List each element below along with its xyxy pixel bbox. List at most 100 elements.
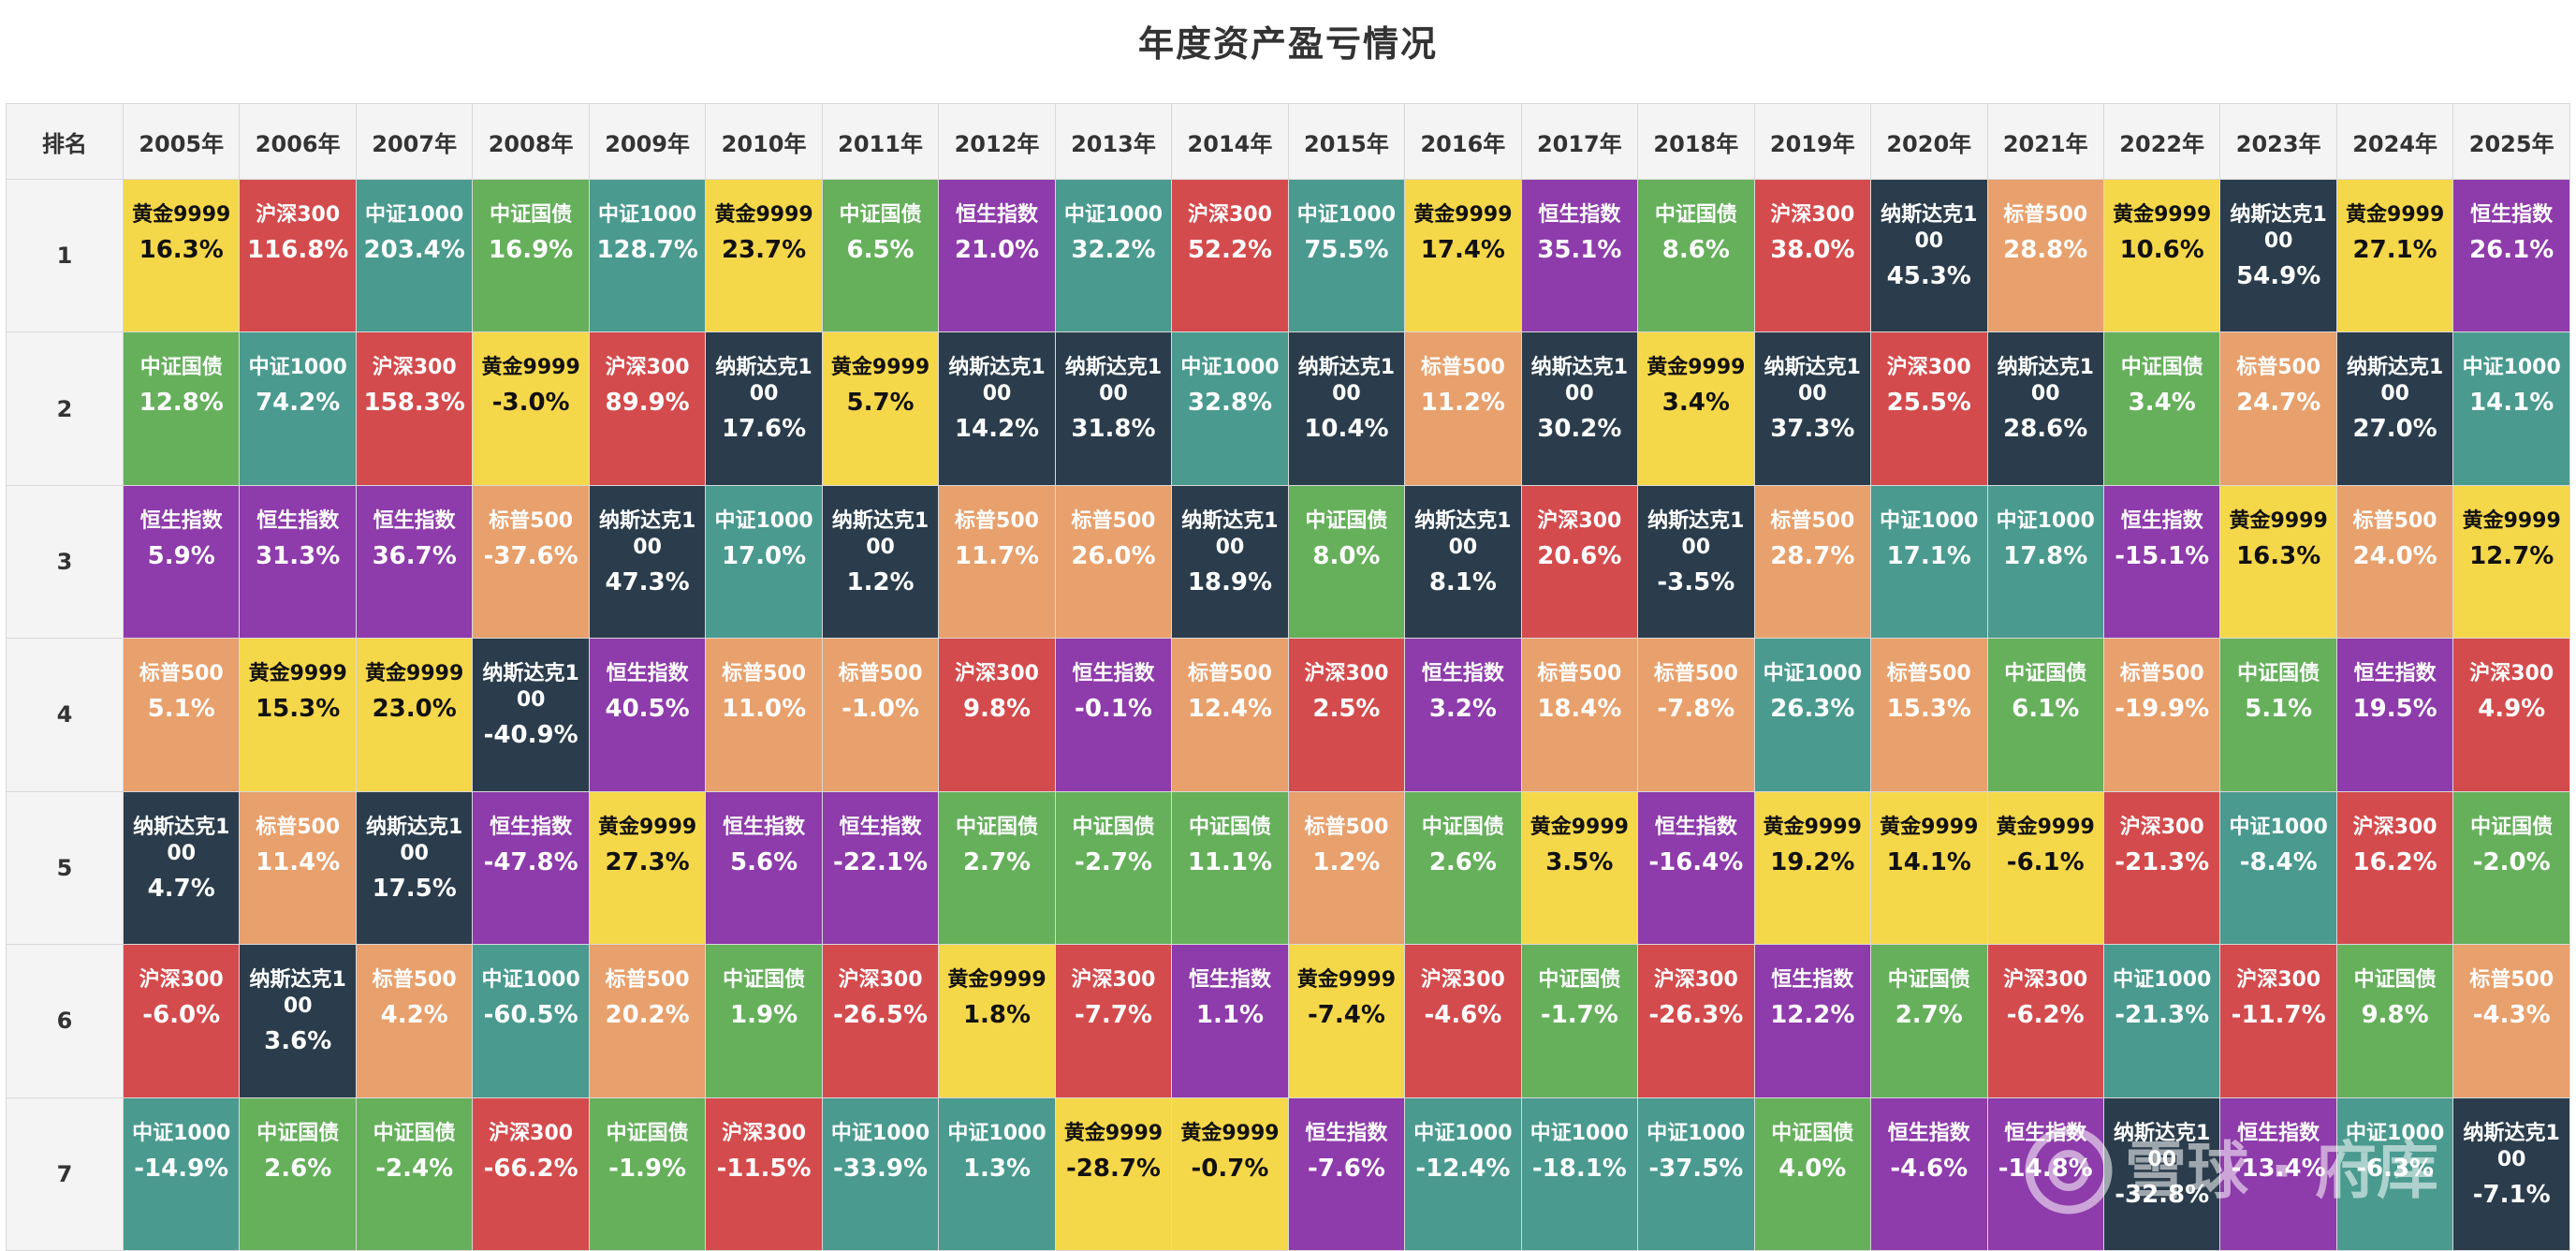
year-header: 2021年 [1986, 103, 2104, 180]
asset-cell: 纳斯达克100 14.2% [938, 331, 1056, 486]
asset-name: 恒生指数 [1887, 1121, 1970, 1145]
asset-name: 中证国债 [1654, 203, 1737, 227]
asset-name: 黄金9999 [2346, 203, 2445, 227]
asset-cell: 黄金9999 16.3% [122, 178, 241, 333]
asset-cell: 中证1000 -60.5% [472, 944, 590, 1098]
asset-cell: 中证1000 26.3% [1753, 638, 1872, 792]
year-header: 2024年 [2335, 103, 2454, 180]
asset-cell: 纳斯达克100 17.5% [355, 790, 474, 946]
year-header: 2009年 [588, 103, 707, 180]
asset-cell: 中证1000 17.8% [1986, 484, 2104, 640]
return-value: -18.1% [1531, 1154, 1627, 1183]
return-value: -1.7% [1540, 1001, 1618, 1030]
asset-name: 黄金9999 [2229, 508, 2328, 533]
asset-name: 标普500 [372, 968, 457, 993]
return-value: 14.2% [954, 415, 1040, 444]
return-value: 28.7% [1770, 541, 1855, 570]
asset-cell: 中证1000 14.1% [2452, 331, 2570, 486]
asset-cell: 沪深300 -26.3% [1637, 944, 1755, 1098]
return-value: 16.3% [139, 236, 224, 264]
asset-cell: 中证1000 203.4% [355, 178, 474, 333]
return-value: -11.5% [716, 1154, 812, 1183]
return-value: -7.4% [1307, 1001, 1385, 1030]
asset-cell: 沪深300 -6.0% [122, 944, 241, 1098]
asset-name: 沪深300 [1187, 203, 1272, 227]
asset-cell: 沪深300 4.9% [2452, 638, 2570, 792]
asset-name: 纳斯达克100 [598, 508, 696, 559]
asset-name: 中证国债 [2004, 662, 2087, 686]
return-value: 3.6% [264, 1027, 332, 1056]
asset-cell: 中证1000 -6.3% [2335, 1096, 2454, 1251]
return-value: -7.7% [1075, 1001, 1152, 1030]
asset-cell: 纳斯达克100 30.2% [1520, 331, 1639, 486]
return-value: -11.7% [2231, 1001, 2326, 1030]
return-value: 15.3% [256, 695, 341, 724]
asset-name: 中证1000 [2346, 1121, 2445, 1145]
asset-cell: 中证1000 -21.3% [2102, 944, 2221, 1098]
asset-name: 黄金9999 [1180, 1121, 1280, 1145]
asset-name: 沪深300 [2352, 815, 2437, 839]
return-value: 23.0% [372, 695, 457, 724]
asset-cell: 黄金9999 5.7% [821, 331, 940, 486]
return-value: 74.2% [256, 389, 341, 418]
asset-cell: 标普500 11.0% [705, 638, 823, 792]
year-header: 2016年 [1404, 103, 1522, 180]
rank-number: 3 [6, 484, 124, 640]
asset-name: 标普500 [605, 968, 690, 993]
asset-name: 沪深300 [139, 968, 224, 993]
asset-name: 纳斯达克100 [1764, 356, 1861, 406]
return-value: 20.2% [605, 1001, 690, 1030]
asset-cell: 黄金9999 -7.4% [1287, 944, 1406, 1098]
asset-name: 纳斯达克100 [2230, 203, 2327, 253]
asset-cell: 沪深300 9.8% [938, 638, 1056, 792]
asset-name: 纳斯达克100 [948, 356, 1046, 406]
return-value: 8.6% [1661, 236, 1730, 264]
return-value: 4.7% [147, 874, 215, 903]
asset-name: 中证国债 [490, 203, 573, 227]
asset-cell: 沪深300 116.8% [239, 178, 357, 333]
return-value: 32.2% [1071, 236, 1156, 264]
return-value: 35.1% [1537, 236, 1622, 264]
asset-cell: 标普500 24.0% [2335, 484, 2454, 640]
return-value: 12.2% [1770, 1001, 1855, 1030]
asset-cell: 恒生指数 5.9% [122, 484, 241, 640]
return-value: 1.1% [1195, 1001, 1264, 1030]
return-value: 45.3% [1886, 262, 1971, 290]
asset-cell: 中证国债 5.1% [2219, 638, 2337, 792]
asset-name: 标普500 [1537, 662, 1622, 686]
asset-name: 沪深300 [1653, 968, 1738, 993]
return-value: -33.9% [833, 1154, 929, 1183]
asset-cell: 黄金9999 -0.7% [1171, 1096, 1289, 1251]
return-value: 25.5% [1886, 389, 1971, 418]
return-value: 3.5% [1545, 847, 1614, 876]
chart-title: 年度资产盈亏情况 [1137, 23, 1438, 65]
asset-cell: 黄金9999 3.5% [1520, 790, 1639, 946]
asset-name: 纳斯达克100 [831, 508, 929, 559]
return-value: 3.4% [2128, 389, 2196, 418]
return-value: 2.5% [1312, 695, 1381, 724]
asset-cell: 标普500 15.3% [1870, 638, 1988, 792]
asset-name: 恒生指数 [2120, 508, 2203, 533]
asset-name: 黄金9999 [365, 662, 464, 686]
return-value: 5.9% [147, 541, 215, 570]
return-value: -26.3% [1648, 1001, 1744, 1030]
year-header: 2008年 [472, 103, 590, 180]
return-value: 26.0% [1071, 541, 1156, 570]
rank-number: 2 [6, 331, 124, 486]
asset-name: 中证国债 [2353, 968, 2437, 993]
return-value: 17.1% [1886, 541, 1971, 570]
asset-name: 中证国债 [956, 815, 1039, 839]
asset-name: 标普500 [722, 662, 807, 686]
asset-cell: 纳斯达克100 -32.8% [2102, 1096, 2221, 1251]
asset-cell: 中证1000 128.7% [588, 178, 707, 333]
return-value: 27.3% [605, 847, 690, 876]
rank-row: 7 中证1000 -14.9% 中证国债 2.6% 中证国债 -2.4% 沪深300 -66.2… [6, 1096, 2570, 1251]
asset-name: 沪深300 [256, 203, 341, 227]
asset-cell: 恒生指数 12.2% [1753, 944, 1872, 1098]
asset-name: 恒生指数 [1421, 662, 1504, 686]
return-value: -60.5% [483, 1001, 578, 1030]
asset-cell: 中证国债 9.8% [2335, 944, 2454, 1098]
return-value: -6.1% [2006, 847, 2085, 876]
asset-cell: 中证国债 2.6% [239, 1096, 357, 1251]
return-value: -15.1% [2115, 541, 2210, 570]
